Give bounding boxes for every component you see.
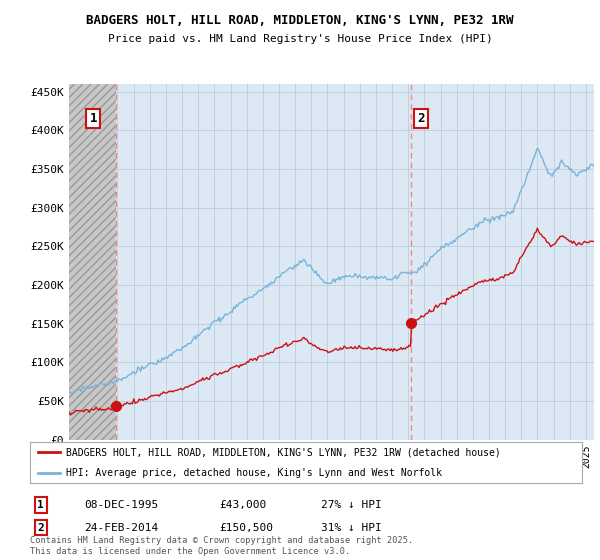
Text: 2: 2 — [418, 113, 425, 125]
Bar — [69, 84, 116, 440]
Text: 2: 2 — [37, 522, 44, 533]
Text: 27% ↓ HPI: 27% ↓ HPI — [321, 500, 382, 510]
Text: £150,500: £150,500 — [219, 522, 273, 533]
Text: 24-FEB-2014: 24-FEB-2014 — [84, 522, 158, 533]
Text: BADGERS HOLT, HILL ROAD, MIDDLETON, KING'S LYNN, PE32 1RW: BADGERS HOLT, HILL ROAD, MIDDLETON, KING… — [86, 14, 514, 27]
Text: 1: 1 — [89, 113, 97, 125]
Text: 1: 1 — [37, 500, 44, 510]
Text: BADGERS HOLT, HILL ROAD, MIDDLETON, KING'S LYNN, PE32 1RW (detached house): BADGERS HOLT, HILL ROAD, MIDDLETON, KING… — [66, 447, 500, 458]
Text: £43,000: £43,000 — [219, 500, 266, 510]
Text: 31% ↓ HPI: 31% ↓ HPI — [321, 522, 382, 533]
Text: Contains HM Land Registry data © Crown copyright and database right 2025.
This d: Contains HM Land Registry data © Crown c… — [30, 536, 413, 556]
Text: 08-DEC-1995: 08-DEC-1995 — [84, 500, 158, 510]
Text: HPI: Average price, detached house, King's Lynn and West Norfolk: HPI: Average price, detached house, King… — [66, 468, 442, 478]
Text: Price paid vs. HM Land Registry's House Price Index (HPI): Price paid vs. HM Land Registry's House … — [107, 34, 493, 44]
